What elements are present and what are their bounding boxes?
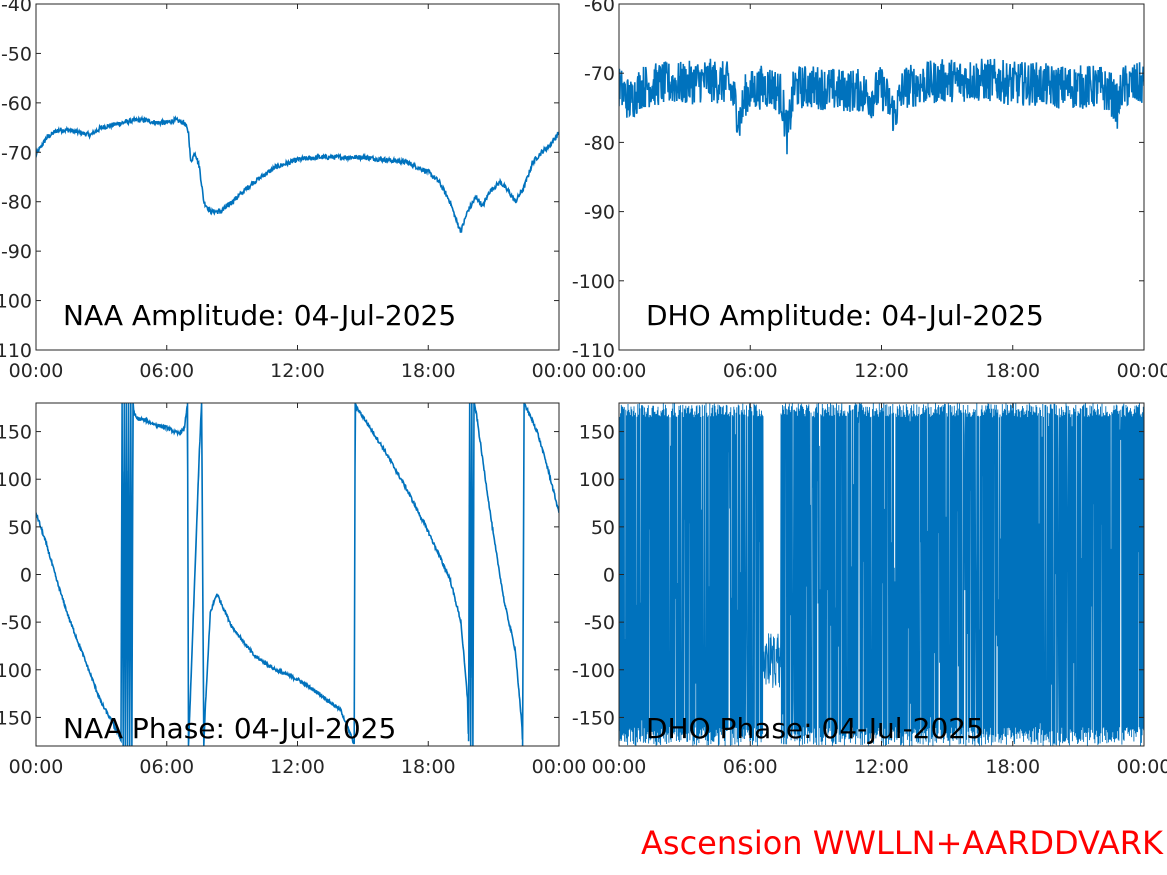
naa-phase-xtick-label: 06:00	[139, 756, 194, 778]
naa-phase-trace	[36, 403, 559, 746]
dho-amplitude-ytick-label: -60	[584, 0, 615, 16]
naa-amplitude-ytick-label: -90	[1, 241, 32, 263]
naa-amplitude-panel: 00:0006:0012:0018:0000:00-110-100-90-80-…	[0, 0, 586, 382]
naa-amplitude-xtick-label: 00:00	[532, 360, 587, 382]
naa-amplitude-xtick-label: 18:00	[401, 360, 456, 382]
dho-amplitude-ytick-label: -80	[584, 132, 615, 154]
naa-phase-xtick-label: 18:00	[401, 756, 456, 778]
dho-phase-ytick-label: 100	[579, 469, 615, 491]
naa-phase-ytick-label: -50	[1, 612, 32, 634]
dho-amplitude-trace	[619, 58, 1144, 155]
dho-amplitude-ytick-label: -110	[572, 340, 615, 362]
naa-amplitude-title: NAA Amplitude: 04-Jul-2025	[63, 299, 456, 332]
dho-phase-title: DHO Phase: 04-Jul-2025	[646, 712, 984, 745]
naa-phase-title: NAA Phase: 04-Jul-2025	[63, 712, 396, 745]
naa-amplitude-xtick-label: 00:00	[9, 360, 64, 382]
dho-phase-ytick-label: 150	[579, 422, 615, 444]
naa-phase-xtick-label: 12:00	[270, 756, 325, 778]
dho-phase-xtick-label: 12:00	[854, 756, 909, 778]
naa-amplitude-ytick-label: -80	[1, 192, 32, 214]
naa-phase-ytick-label: 50	[8, 517, 32, 539]
dho-phase-ytick-label: 50	[591, 517, 615, 539]
naa-phase-ytick-label: 0	[20, 565, 32, 587]
naa-amplitude-ytick-label: -60	[1, 93, 32, 115]
station-label: Ascension WWLLN+AARDDVARK	[641, 824, 1163, 862]
dho-amplitude-ytick-label: -70	[584, 63, 615, 85]
naa-phase-axes	[35, 402, 560, 747]
naa-phase-xtick-label: 00:00	[532, 756, 587, 778]
naa-phase-panel: 00:00 06:00 12:00 18:00 00:00 -150 -100 -50 0 50 1…	[0, 402, 587, 778]
naa-amplitude-ytick-label: -100	[0, 291, 32, 313]
dho-phase-panel: 00:00 06:00 12:00 18:00 00:00 -150 -100 -50 0 50 1…	[572, 402, 1167, 778]
dho-phase-xtick-label: 18:00	[985, 756, 1040, 778]
naa-amplitude-ytick-label: -110	[0, 340, 32, 362]
naa-amplitude-ytick-label: -40	[1, 0, 32, 16]
naa-phase-ytick-label: 150	[0, 422, 32, 444]
dho-amplitude-title: DHO Amplitude: 04-Jul-2025	[646, 299, 1044, 332]
dho-phase-xtick-label: 00:00	[1117, 756, 1167, 778]
naa-amplitude-trace	[36, 114, 559, 233]
dho-amplitude-ytick-label: -100	[572, 271, 615, 293]
naa-phase-ytick-label: 100	[0, 469, 32, 491]
dho-phase-xtick-label: 06:00	[723, 756, 778, 778]
naa-phase-xtick-label: 00:00	[9, 756, 64, 778]
naa-amplitude-xtick-label: 12:00	[270, 360, 325, 382]
dho-phase-ytick-label: -150	[572, 707, 615, 729]
dho-amplitude-xtick-label: 06:00	[723, 360, 778, 382]
naa-phase-ytick-label: -100	[0, 660, 32, 682]
naa-amplitude-ytick-label: -50	[1, 43, 32, 65]
dho-phase-xtick-label: 00:00	[592, 756, 647, 778]
dho-amplitude-xtick-label: 18:00	[985, 360, 1040, 382]
dho-amplitude-xtick-label: 00:00	[592, 360, 647, 382]
dho-phase-ytick-label: 0	[603, 565, 615, 587]
naa-amplitude-xtick-label: 06:00	[139, 360, 194, 382]
dho-amplitude-panel: 00:00 06:00 12:00 18:00 00:00-110-100-90-80-…	[572, 0, 1167, 382]
dho-phase-ytick-label: -50	[584, 612, 615, 634]
naa-amplitude-ytick-label: -70	[1, 142, 32, 164]
dho-amplitude-xtick-label: 12:00	[854, 360, 909, 382]
dho-amplitude-xtick-label: 00:00	[1117, 360, 1167, 382]
dho-phase-ytick-label: -100	[572, 660, 615, 682]
dho-phase-trace	[619, 403, 1144, 746]
dho-amplitude-ytick-label: -90	[584, 202, 615, 224]
naa-phase-ytick-label: -150	[0, 707, 32, 729]
